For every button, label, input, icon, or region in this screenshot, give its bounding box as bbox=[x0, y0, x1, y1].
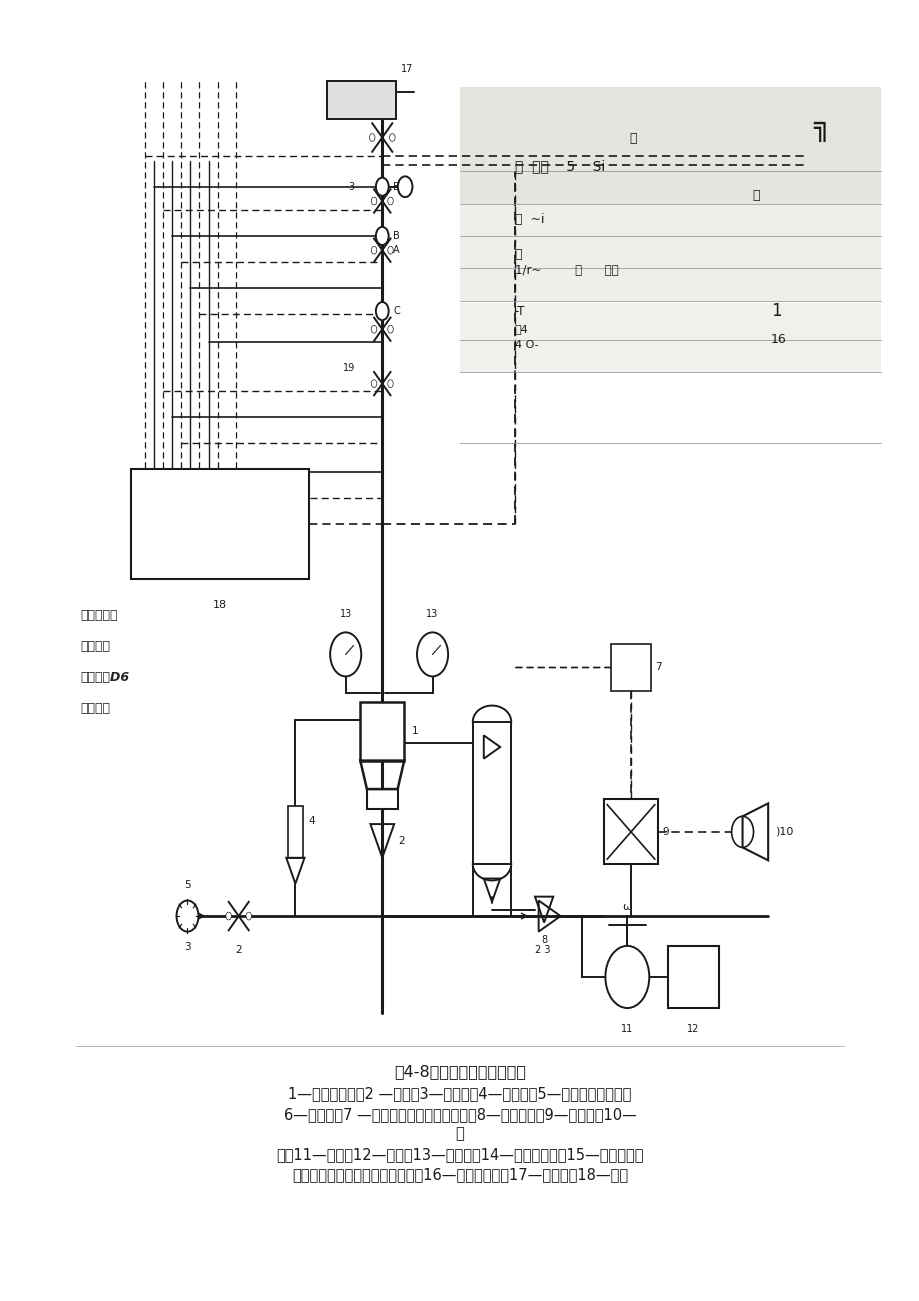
Circle shape bbox=[371, 246, 377, 254]
Text: B: B bbox=[392, 232, 400, 241]
Text: 6—延迟器；7 —压力开关（压力继电器）；8—水力警铃；9—自控箱；10—: 6—延迟器；7 —压力开关（压力继电器）；8—水力警铃；9—自控箱；10— bbox=[283, 1107, 636, 1121]
Text: 高入延违D6: 高入延违D6 bbox=[81, 671, 130, 684]
Text: 立  ~i: 立 ~i bbox=[515, 212, 544, 225]
Text: 8: 8 bbox=[540, 935, 547, 946]
Circle shape bbox=[371, 196, 377, 204]
Text: 按: 按 bbox=[455, 1127, 464, 1141]
Bar bbox=[667, 946, 718, 1008]
Text: 6: 6 bbox=[488, 787, 495, 800]
Circle shape bbox=[376, 302, 388, 320]
Text: 4 O-: 4 O- bbox=[515, 340, 538, 350]
Bar bbox=[460, 303, 879, 372]
Text: 广: 广 bbox=[629, 133, 636, 146]
Text: 16: 16 bbox=[770, 333, 786, 346]
Text: 11: 11 bbox=[620, 1024, 633, 1033]
Text: 水喷头（或玻璃球阀洒水喷头）；16—感烟探测器；17—高水箱；18—火灾: 水喷头（或玻璃球阀洒水喷头）；16—感烟探测器；17—高水箱；18—火灾 bbox=[291, 1168, 628, 1183]
Circle shape bbox=[376, 226, 388, 245]
Text: ╗: ╗ bbox=[812, 114, 829, 142]
Circle shape bbox=[371, 380, 377, 388]
Bar bbox=[610, 644, 651, 691]
Text: 12: 12 bbox=[686, 1024, 698, 1033]
Bar bbox=[367, 790, 397, 808]
Ellipse shape bbox=[472, 705, 511, 738]
Text: M: M bbox=[686, 972, 698, 982]
Bar bbox=[603, 800, 658, 864]
Text: 19: 19 bbox=[342, 363, 355, 373]
Text: B: B bbox=[392, 182, 400, 191]
Text: 13: 13 bbox=[339, 609, 351, 619]
Circle shape bbox=[397, 177, 412, 196]
Circle shape bbox=[387, 196, 392, 204]
Text: 司时阀闭: 司时阀闭 bbox=[81, 640, 110, 653]
Circle shape bbox=[369, 134, 375, 142]
Text: 1/r~         立      立上: 1/r~ 立 立上 bbox=[515, 264, 618, 277]
Text: 2: 2 bbox=[398, 837, 405, 846]
Text: 提醒人们: 提醒人们 bbox=[81, 703, 110, 716]
Text: 钮；11—水泵；12—电机；13—压力表；14—水流指示器；15—易熔元件洒: 钮；11—水泵；12—电机；13—压力表；14—水流指示器；15—易熔元件洒 bbox=[276, 1147, 643, 1162]
Text: )10: )10 bbox=[775, 827, 793, 837]
Text: 9: 9 bbox=[662, 827, 668, 837]
Text: 支  一立    5    Si: 支 一立 5 Si bbox=[515, 159, 605, 173]
Text: 4: 4 bbox=[308, 817, 314, 826]
Text: 柿4: 柿4 bbox=[515, 324, 528, 334]
Bar bbox=[360, 703, 403, 761]
Text: 占: 占 bbox=[752, 190, 759, 202]
Text: C: C bbox=[392, 306, 400, 316]
Text: 1—湿式报警阀；2 —闸阀；3—止回阀；4—安全阀；5—消防水泵接合器：: 1—湿式报警阀；2 —闸阀；3—止回阀；4—安全阀；5—消防水泵接合器： bbox=[288, 1086, 631, 1101]
Text: 3: 3 bbox=[184, 942, 190, 952]
Text: 将压力入破: 将压力入破 bbox=[81, 609, 118, 622]
Circle shape bbox=[330, 632, 361, 677]
Text: 1: 1 bbox=[411, 726, 418, 736]
Circle shape bbox=[387, 325, 392, 333]
Text: 2: 2 bbox=[235, 945, 242, 955]
Circle shape bbox=[376, 178, 388, 195]
Text: P: P bbox=[622, 972, 630, 982]
Text: 13: 13 bbox=[426, 609, 438, 619]
Text: 5: 5 bbox=[184, 881, 190, 890]
Text: 图4-8湿式自动喷水灭火系统: 图4-8湿式自动喷水灭火系统 bbox=[393, 1064, 526, 1079]
Text: 入: 入 bbox=[515, 247, 522, 260]
Text: 17: 17 bbox=[400, 64, 413, 74]
Bar bbox=[460, 204, 879, 301]
Text: A: A bbox=[392, 245, 400, 255]
Text: -T: -T bbox=[515, 304, 525, 317]
Circle shape bbox=[731, 816, 753, 847]
Bar bbox=[327, 81, 395, 120]
Text: 7: 7 bbox=[654, 662, 661, 673]
Circle shape bbox=[176, 900, 199, 932]
Bar bbox=[130, 470, 309, 579]
Bar bbox=[460, 87, 879, 203]
Bar bbox=[472, 722, 511, 864]
Text: 3: 3 bbox=[348, 182, 355, 191]
Circle shape bbox=[605, 946, 649, 1008]
Circle shape bbox=[387, 380, 392, 388]
Circle shape bbox=[226, 912, 232, 920]
Circle shape bbox=[245, 912, 251, 920]
Circle shape bbox=[416, 632, 448, 677]
Text: 2 3: 2 3 bbox=[534, 945, 550, 955]
Circle shape bbox=[387, 246, 392, 254]
Text: 18: 18 bbox=[212, 600, 227, 610]
Ellipse shape bbox=[472, 848, 511, 881]
Text: 1: 1 bbox=[770, 302, 780, 320]
Bar bbox=[288, 805, 302, 857]
Circle shape bbox=[389, 134, 394, 142]
Text: ω: ω bbox=[622, 902, 631, 912]
Circle shape bbox=[371, 325, 377, 333]
